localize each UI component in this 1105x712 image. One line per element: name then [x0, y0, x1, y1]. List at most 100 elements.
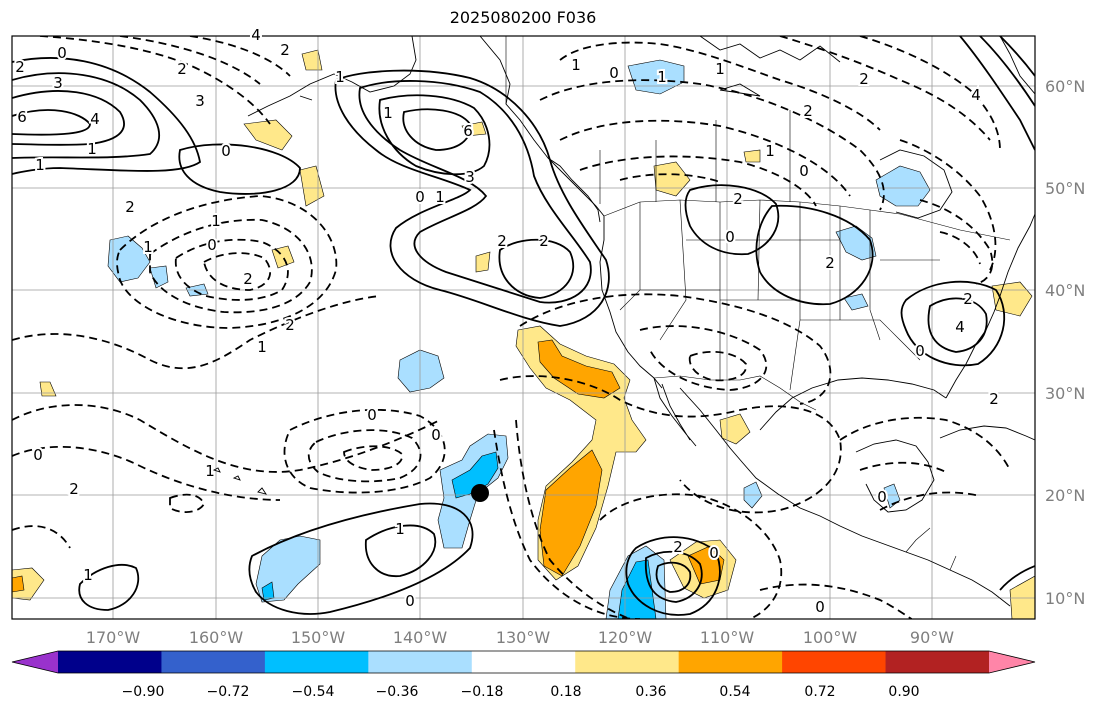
contour-label: 0 — [609, 64, 619, 82]
lon-label: 170°W — [86, 628, 141, 647]
lat-label: 40°N — [1045, 281, 1085, 300]
contour-label: 1 — [435, 188, 445, 206]
map-title: 2025080200 F036 — [449, 8, 597, 27]
contour-label: 1 — [335, 68, 345, 86]
storm-center-marker — [471, 484, 489, 502]
contour-label: 0 — [815, 598, 825, 616]
contour-label: 0 — [431, 426, 441, 444]
contour-label: 1 — [143, 238, 153, 256]
contour-label: 1 — [205, 462, 215, 480]
latitude-labels: 60°N 50°N 40°N 30°N 20°N 10°N — [1045, 77, 1085, 608]
positive-anomaly-core — [537, 339, 621, 399]
contour-label: 1 — [395, 520, 405, 538]
colorbar-label: −0.90 — [122, 684, 165, 700]
positive-anomaly-patch — [1009, 575, 1035, 619]
colorbar-swatch — [58, 651, 162, 673]
cuba — [939, 425, 1035, 441]
lat-label: 50°N — [1045, 179, 1085, 198]
positive-anomaly-core — [539, 449, 603, 577]
gulf-coast — [759, 377, 947, 431]
contour-label: 2 — [963, 290, 973, 308]
contour-label: 3 — [465, 168, 475, 186]
colorbar-label: 0.72 — [804, 684, 835, 700]
contour-label: 0 — [915, 342, 925, 360]
map-frame — [11, 35, 1036, 620]
contour-label: 0 — [33, 446, 43, 464]
colorbar-swatch — [575, 651, 680, 673]
colorbar-label: −0.18 — [461, 684, 504, 700]
contour-label: 1 — [35, 156, 45, 174]
lat-label: 20°N — [1045, 486, 1085, 505]
graticule — [12, 36, 1035, 619]
contour-label: 1 — [383, 104, 393, 122]
colorbar-label: 0.90 — [888, 684, 919, 700]
contour-label: 2 — [803, 102, 813, 120]
contour-label: 1 — [571, 56, 581, 74]
contour-label: 2 — [177, 60, 187, 78]
greenland-edge — [999, 36, 1035, 95]
mexico-west-coast — [679, 387, 1011, 607]
lat-label: 10°N — [1045, 589, 1085, 608]
lon-label: 110°W — [700, 628, 755, 647]
lon-label: 160°W — [189, 628, 244, 647]
colorbar — [11, 650, 1036, 674]
positive-anomaly-patch — [743, 149, 761, 163]
coastlines — [212, 36, 1035, 607]
contour-label: 0 — [57, 44, 67, 62]
lon-label: 140°W — [393, 628, 448, 647]
positive-anomaly-core — [12, 575, 25, 593]
contour-label: 6 — [463, 122, 473, 140]
lon-label: 150°W — [291, 628, 346, 647]
contour-label: 4 — [971, 86, 981, 104]
negative-anomaly-patch — [397, 349, 445, 393]
lat-label: 30°N — [1045, 384, 1085, 403]
colorbar-label: 0.36 — [635, 684, 666, 700]
negative-anomaly-core — [451, 451, 499, 499]
contour-label: 1 — [211, 212, 221, 230]
hudson-bay — [879, 149, 953, 219]
east-coast — [999, 213, 1035, 297]
colorbar-label: 0.18 — [550, 684, 581, 700]
contour-label: 0 — [405, 592, 415, 610]
borders — [505, 36, 1011, 571]
contour-label: 2 — [825, 254, 835, 272]
central-america — [905, 527, 957, 571]
contour-label: 0 — [207, 236, 217, 254]
lon-label: 90°W — [910, 628, 954, 647]
colorbar-swatch — [368, 651, 473, 673]
positive-anomaly-patch — [475, 251, 491, 273]
colorbar-label: −0.72 — [207, 684, 250, 700]
state-lines — [619, 199, 940, 391]
colorbar-swatch — [264, 651, 369, 673]
negative-anomaly-patch — [843, 293, 869, 311]
contour-label: 2 — [69, 480, 79, 498]
contour-label: 2 — [285, 316, 295, 334]
contour-label: 2 — [497, 232, 507, 250]
contour-label: 2 — [280, 41, 290, 59]
contour-label: 6 — [17, 108, 27, 126]
positive-anomaly-patch — [719, 413, 751, 445]
contour-label: 0 — [877, 488, 887, 506]
contour-label: 2 — [125, 198, 135, 216]
negative-anomaly-patch — [875, 165, 931, 207]
contour-label: 1 — [83, 566, 93, 584]
positive-anomaly-patch — [243, 119, 293, 151]
contour-label: 0 — [799, 162, 809, 180]
hawaii-islands — [212, 467, 268, 495]
contour-label: 4 — [955, 318, 965, 336]
contour-label: 2 — [859, 70, 869, 88]
contour-label: 0 — [415, 188, 425, 206]
contour-label: 4 — [251, 26, 261, 44]
lon-label: 130°W — [496, 628, 551, 647]
colorbar-extension-max — [989, 651, 1035, 673]
arctic-islands — [699, 36, 841, 97]
colorbar-swatch — [471, 651, 576, 673]
alaska-coast — [247, 36, 605, 217]
colorbar-label: −0.54 — [292, 684, 335, 700]
contours-positive — [12, 36, 1035, 616]
positive-anomaly-patch — [461, 121, 487, 137]
colorbar-labels: −0.90 −0.72 −0.54 −0.36 −0.18 0.18 0.36 … — [122, 684, 920, 700]
contour-label: 1 — [87, 140, 97, 158]
contour-label: 1 — [765, 142, 775, 160]
colorbar-swatch — [782, 651, 887, 673]
